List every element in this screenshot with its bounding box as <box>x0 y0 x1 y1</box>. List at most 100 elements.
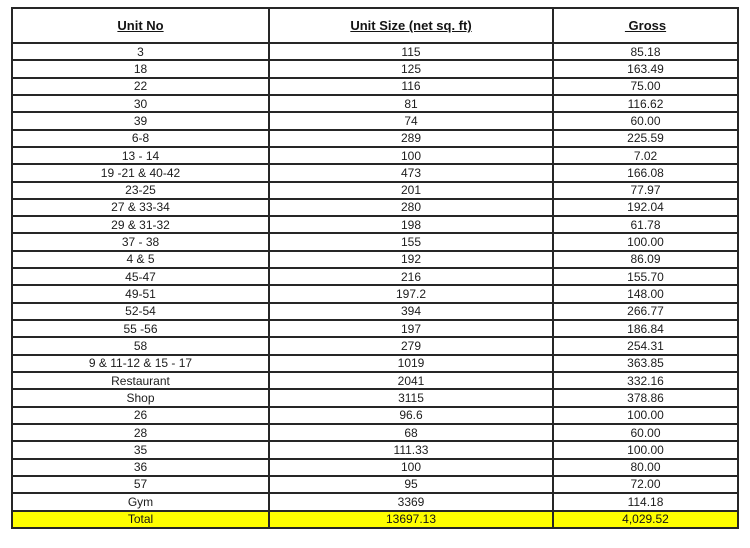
unit-no-cell: 13 - 14 <box>11 145 270 166</box>
total-row: Total 13697.13 4,029.52 <box>11 509 739 530</box>
gross-cell: 186.84 <box>552 318 739 339</box>
unit-size-cell: 68 <box>268 422 554 443</box>
unit-size-cell: 198 <box>268 215 554 235</box>
unit-no-cell: 22 <box>11 76 270 96</box>
gross-cell: 60.00 <box>552 422 739 443</box>
table-row: 45-47 216 155.70 <box>11 267 739 287</box>
gross-cell: 378.86 <box>552 388 739 408</box>
unit-size-cell: 394 <box>268 301 554 322</box>
table-row: 6-8 289 225.59 <box>11 128 739 148</box>
table-row: 23-25 201 77.97 <box>11 180 739 200</box>
header-unit-size: Unit Size (net sq. ft) <box>268 7 554 44</box>
gross-cell: 7.02 <box>552 145 739 166</box>
unit-size-cell: 116 <box>268 76 554 96</box>
unit-no-cell: 19 -21 & 40-42 <box>11 163 270 183</box>
gross-cell: 77.97 <box>552 180 739 200</box>
gross-cell: 75.00 <box>552 76 739 96</box>
unit-size-cell: 111.33 <box>268 440 554 460</box>
gross-cell: 114.18 <box>552 492 739 512</box>
unit-size-cell: 1019 <box>268 353 554 373</box>
unit-size-cell: 216 <box>268 267 554 287</box>
unit-no-cell: Shop <box>11 388 270 408</box>
gross-cell: 116.62 <box>552 93 739 114</box>
unit-size-cell: 125 <box>268 59 554 79</box>
table-row: 55 -56 197 186.84 <box>11 318 739 339</box>
unit-size-cell: 197.2 <box>268 284 554 304</box>
unit-no-cell: 27 & 33-34 <box>11 197 270 218</box>
unit-size-cell: 74 <box>268 111 554 131</box>
table-row: 13 - 14 100 7.02 <box>11 145 739 166</box>
gross-cell: 85.18 <box>552 41 739 62</box>
unit-no-cell: 3 <box>11 41 270 62</box>
table-row: 18 125 163.49 <box>11 59 739 79</box>
table-row: Restaurant 2041 332.16 <box>11 370 739 391</box>
gross-cell: 363.85 <box>552 353 739 373</box>
table-row: Shop 3115 378.86 <box>11 388 739 408</box>
unit-no-cell: 29 & 31-32 <box>11 215 270 235</box>
table-row: Gym 3369 114.18 <box>11 492 739 512</box>
unit-size-cell: 81 <box>268 93 554 114</box>
table-header: Unit No Unit Size (net sq. ft) Gross <box>11 7 739 44</box>
gross-cell: 100.00 <box>552 232 739 252</box>
unit-size-cell: 100 <box>268 145 554 166</box>
unit-no-cell: 30 <box>11 93 270 114</box>
unit-size-cell: 280 <box>268 197 554 218</box>
unit-size-cell: 96.6 <box>268 405 554 425</box>
unit-no-cell: 23-25 <box>11 180 270 200</box>
unit-no-cell: 36 <box>11 457 270 477</box>
unit-size-cell: 3115 <box>268 388 554 408</box>
total-gross-cell: 4,029.52 <box>552 509 739 530</box>
header-row: Unit No Unit Size (net sq. ft) Gross <box>11 7 739 44</box>
table-row: 58 279 254.31 <box>11 336 739 356</box>
table-row: 30 81 116.62 <box>11 93 739 114</box>
table-row: 52-54 394 266.77 <box>11 301 739 322</box>
unit-no-cell: 35 <box>11 440 270 460</box>
unit-size-cell: 115 <box>268 41 554 62</box>
table-row: 57 95 72.00 <box>11 474 739 495</box>
table-row: 3 115 85.18 <box>11 41 739 62</box>
gross-cell: 163.49 <box>552 59 739 79</box>
unit-size-cell: 473 <box>268 163 554 183</box>
unit-no-cell: 28 <box>11 422 270 443</box>
unit-no-cell: 39 <box>11 111 270 131</box>
unit-no-cell: Gym <box>11 492 270 512</box>
table-footer: Total 13697.13 4,029.52 <box>11 509 739 530</box>
table-row: 19 -21 & 40-42 473 166.08 <box>11 163 739 183</box>
gross-cell: 148.00 <box>552 284 739 304</box>
total-unit-size-cell: 13697.13 <box>268 509 554 530</box>
unit-no-cell: 57 <box>11 474 270 495</box>
gross-cell: 100.00 <box>552 405 739 425</box>
unit-no-cell: 37 - 38 <box>11 232 270 252</box>
unit-size-cell: 95 <box>268 474 554 495</box>
unit-size-cell: 155 <box>268 232 554 252</box>
gross-cell: 332.16 <box>552 370 739 391</box>
table-row: 39 74 60.00 <box>11 111 739 131</box>
unit-no-cell: 4 & 5 <box>11 249 270 270</box>
table-body: 3 115 85.18 18 125 163.49 22 116 75.00 30 81 116.62… <box>11 41 739 512</box>
unit-no-cell: 6-8 <box>11 128 270 148</box>
gross-cell: 60.00 <box>552 111 739 131</box>
unit-no-cell: 26 <box>11 405 270 425</box>
unit-no-cell: 18 <box>11 59 270 79</box>
table-row: 37 - 38 155 100.00 <box>11 232 739 252</box>
gross-cell: 166.08 <box>552 163 739 183</box>
unit-size-cell: 279 <box>268 336 554 356</box>
unit-no-cell: 45-47 <box>11 267 270 287</box>
gross-cell: 80.00 <box>552 457 739 477</box>
unit-no-cell: 9 & 11-12 & 15 - 17 <box>11 353 270 373</box>
unit-size-cell: 100 <box>268 457 554 477</box>
table-row: 29 & 31-32 198 61.78 <box>11 215 739 235</box>
unit-no-cell: 55 -56 <box>11 318 270 339</box>
unit-no-cell: Restaurant <box>11 370 270 391</box>
unit-size-cell: 2041 <box>268 370 554 391</box>
header-unit-no: Unit No <box>11 7 270 44</box>
table-row: 49-51 197.2 148.00 <box>11 284 739 304</box>
table-row: 9 & 11-12 & 15 - 17 1019 363.85 <box>11 353 739 373</box>
gross-cell: 100.00 <box>552 440 739 460</box>
unit-size-cell: 289 <box>268 128 554 148</box>
gross-cell: 225.59 <box>552 128 739 148</box>
table-row: 35 111.33 100.00 <box>11 440 739 460</box>
unit-size-cell: 192 <box>268 249 554 270</box>
unit-size-cell: 197 <box>268 318 554 339</box>
table-row: 28 68 60.00 <box>11 422 739 443</box>
